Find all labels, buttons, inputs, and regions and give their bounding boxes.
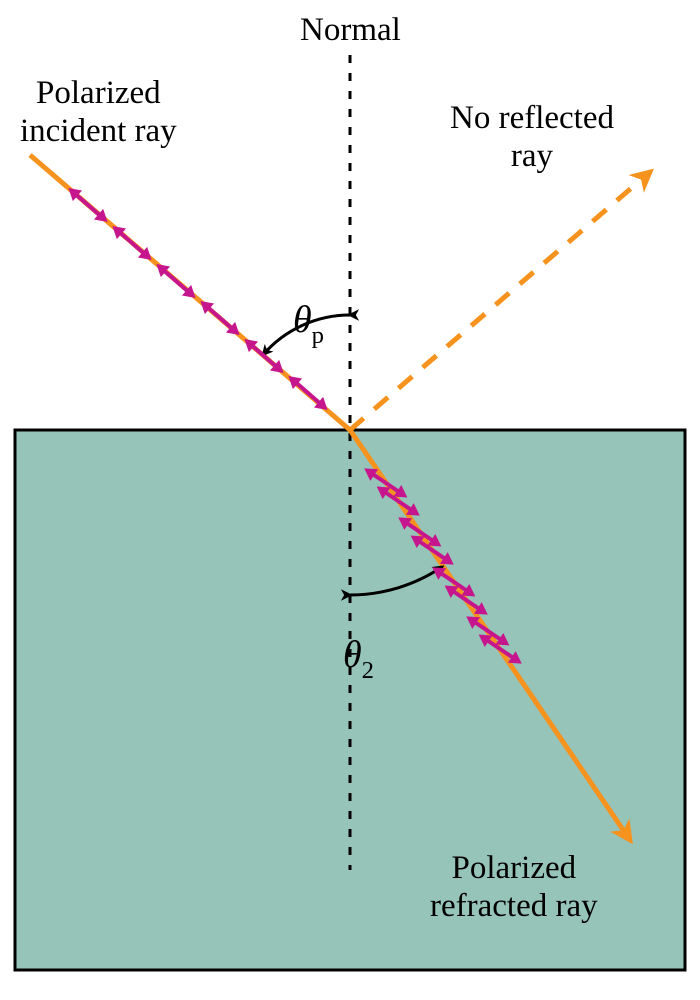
polarization-marker-incident (152, 259, 200, 304)
theta-p-sub: p (312, 322, 324, 349)
polarization-marker-incident (196, 296, 244, 341)
label-refracted: Polarized refracted ray (430, 850, 598, 926)
theta-2-sub: 2 (362, 657, 374, 684)
polarization-marker-incident (64, 183, 112, 228)
theta-p-symbol: θ (293, 299, 312, 341)
label-normal: Normal (300, 12, 401, 50)
label-no-reflected: No reflected ray (450, 100, 614, 176)
label-incident: Polarized incident ray (20, 75, 177, 151)
polarization-marker-incident (108, 221, 156, 266)
diagram-stage: Normal Polarized incident ray No reflect… (0, 0, 700, 1000)
label-theta-p: θp (255, 255, 324, 391)
reflected-ray-absent (350, 172, 650, 430)
label-theta-2: θ2 (305, 590, 374, 726)
theta-2-symbol: θ (343, 634, 362, 676)
